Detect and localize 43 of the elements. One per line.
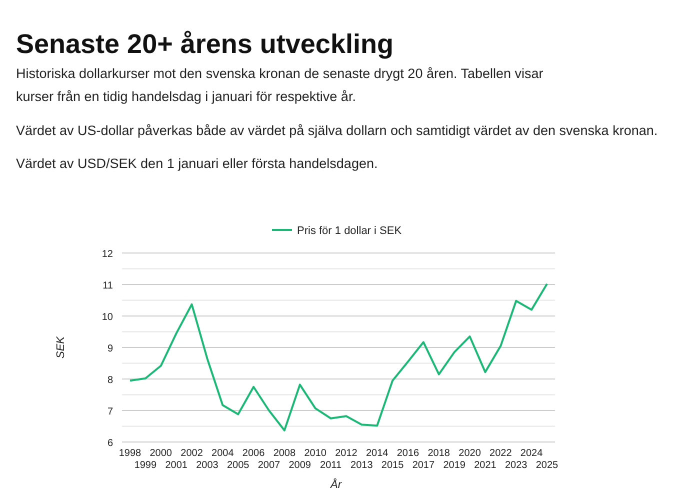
line-series [129, 282, 548, 432]
y-tick-label: 7 [107, 406, 114, 418]
x-tick-label: 2016 [396, 448, 420, 459]
x-tick-label: 2018 [428, 448, 450, 459]
x-tick-label: 2007 [258, 460, 281, 471]
x-tick-label: 2000 [150, 448, 172, 459]
x-tick-label: 2006 [242, 448, 266, 459]
y-tick-label: 6 [107, 438, 114, 449]
y-tick-label: 9 [107, 344, 114, 354]
x-tick-label: 1999 [134, 460, 158, 471]
x-tick-label: 2015 [381, 460, 404, 471]
x-tick-label: 2017 [412, 460, 436, 471]
chart-subtitle: Historiska dollarkurser mot den svenska kronan de senaste drygt 20 åren. Tabellen visar kurser från en tidig handelsdag i januari för respektive år. [16, 66, 544, 104]
x-tick-label: 2022 [490, 448, 512, 459]
x-tick-label: 1998 [118, 448, 142, 459]
x-tick-label: 2001 [165, 460, 188, 471]
y-tick-label: 11 [102, 280, 114, 292]
x-tick-label: 2003 [196, 460, 219, 471]
x-tick-label: 2021 [474, 460, 497, 471]
x-tick-label: 2009 [288, 460, 312, 471]
x-tick-label: 2005 [226, 460, 250, 471]
x-tick-label: 2024 [520, 448, 544, 459]
y-axis-title: SEK [55, 336, 67, 359]
x-tick-label: 2023 [504, 460, 528, 471]
x-tick-label: 2004 [212, 448, 234, 459]
y-tick-label: 8 [107, 375, 114, 386]
x-tick-label: 2008 [273, 448, 296, 459]
y-tick-label: 10 [102, 312, 114, 323]
chart-title: Senaste 20+ årens utveckling [16, 29, 394, 59]
x-tick-label: 2025 [536, 460, 559, 471]
legend-label: Pris för 1 dollar i SEK [297, 225, 402, 237]
x-tick-label: 2020 [458, 448, 482, 459]
x-tick-label: 2002 [180, 448, 204, 459]
x-axis-title: År [330, 478, 343, 491]
x-tick-label: 2019 [443, 460, 466, 471]
text: Värdet av US-dollar påverkas både av värdet på själva dollarn och samtidigt värdet av den svenska kronan. [16, 123, 658, 138]
text: Värdet av USD/SEK den 1 januari eller första handelsdagen. [16, 156, 378, 171]
x-tick-label: 2013 [350, 460, 374, 471]
y-tick-label: 12 [102, 249, 114, 260]
x-tick-label: 2011 [320, 460, 342, 471]
x-tick-label: 2010 [304, 448, 327, 459]
x-tick-label: 2012 [335, 448, 358, 459]
x-tick-label: 2014 [366, 448, 389, 459]
